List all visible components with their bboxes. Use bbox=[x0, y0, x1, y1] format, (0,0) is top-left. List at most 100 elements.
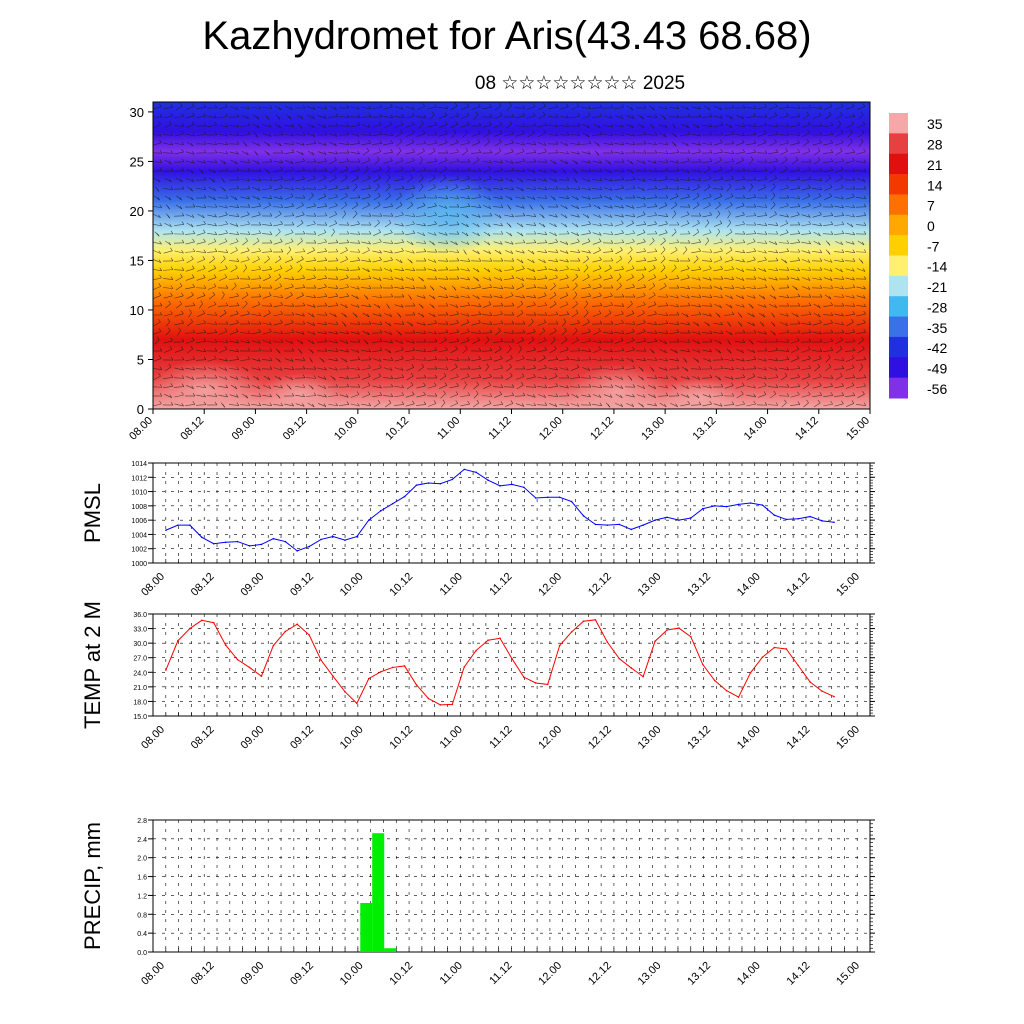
wind-barb-flag bbox=[456, 329, 460, 333]
wind-barb bbox=[153, 403, 162, 407]
wind-barb-flag bbox=[763, 130, 767, 134]
wind-barb-flag bbox=[258, 293, 262, 298]
wind-barb bbox=[207, 214, 217, 218]
wind-barb bbox=[537, 169, 547, 173]
wind-barb-flag bbox=[665, 302, 669, 306]
wind-barb-flag bbox=[641, 368, 644, 372]
wind-barb-flag bbox=[203, 384, 207, 388]
wind-barb bbox=[790, 196, 800, 200]
wind-barb-flag bbox=[676, 114, 680, 118]
wind-barb-flag bbox=[630, 106, 634, 111]
wind-barb-flag bbox=[565, 292, 569, 296]
wind-barb-flag bbox=[500, 384, 504, 388]
wind-barb bbox=[658, 385, 668, 389]
wind-barb-flag bbox=[245, 291, 249, 296]
wind-barb bbox=[845, 260, 855, 262]
wind-barb-flag bbox=[720, 139, 723, 143]
wind-barb bbox=[801, 205, 811, 209]
wind-barb bbox=[361, 134, 371, 136]
wind-barb-flag bbox=[544, 122, 548, 126]
wind-barb-flag bbox=[344, 201, 348, 206]
wind-barb bbox=[229, 215, 239, 217]
wind-barb-flag bbox=[588, 348, 592, 352]
wind-barb-flag bbox=[302, 104, 306, 109]
wind-barb bbox=[812, 385, 822, 389]
wind-barb-flag bbox=[840, 268, 843, 272]
wind-barb bbox=[174, 250, 184, 254]
wind-barb bbox=[702, 305, 712, 307]
wind-barb bbox=[383, 250, 393, 254]
wind-barb bbox=[197, 259, 205, 263]
wind-barb bbox=[262, 322, 272, 326]
wind-barb-flag bbox=[862, 391, 865, 395]
wind-barb-flag bbox=[433, 184, 436, 188]
wind-barb-flag bbox=[390, 357, 394, 361]
wind-barb bbox=[559, 367, 569, 371]
wind-barb-flag bbox=[840, 372, 843, 377]
wind-barb bbox=[395, 141, 403, 147]
wind-barb-flag bbox=[796, 337, 800, 341]
wind-barb-flag bbox=[519, 345, 522, 349]
wind-barb bbox=[284, 368, 294, 370]
wind-barb-flag bbox=[313, 392, 317, 396]
wind-barb-flag bbox=[620, 403, 624, 407]
wind-barb-flag bbox=[500, 294, 503, 299]
wind-barb bbox=[449, 196, 459, 200]
colorbar-label: -28 bbox=[927, 299, 947, 315]
wind-barb bbox=[790, 206, 800, 208]
wind-barb-flag bbox=[387, 165, 390, 169]
wind-barb-flag bbox=[379, 104, 383, 108]
wind-barb-flag bbox=[609, 265, 612, 269]
wind-barb bbox=[240, 376, 250, 380]
wind-barb-flag bbox=[555, 356, 559, 360]
wind-barb bbox=[199, 303, 203, 309]
wind-barb-flag bbox=[433, 232, 437, 236]
wind-barb-flag bbox=[753, 113, 756, 117]
wind-barb bbox=[614, 223, 624, 227]
wind-barb-flag bbox=[511, 392, 515, 396]
wind-barb bbox=[856, 385, 866, 389]
wind-barb bbox=[856, 322, 866, 326]
wind-barb-flag bbox=[247, 105, 250, 110]
wind-barb bbox=[537, 269, 547, 271]
wind-barb bbox=[504, 332, 514, 334]
wind-barb-flag bbox=[643, 131, 647, 136]
wind-barb bbox=[340, 204, 348, 210]
wind-barb-flag bbox=[167, 327, 171, 331]
wind-barb-flag bbox=[167, 215, 171, 219]
wind-barb-flag bbox=[687, 376, 690, 380]
wind-barb bbox=[713, 125, 723, 127]
wind-barb bbox=[603, 125, 613, 127]
wind-barb-flag bbox=[268, 310, 271, 314]
wind-barb bbox=[669, 278, 679, 280]
wind-barb-flag bbox=[181, 212, 185, 217]
wind-barb-flag bbox=[665, 220, 668, 225]
wind-barb bbox=[790, 376, 800, 380]
wind-barb-flag bbox=[861, 129, 865, 134]
wind-barb bbox=[592, 188, 602, 190]
wind-barb-flag bbox=[830, 149, 834, 153]
wind-barb bbox=[196, 295, 206, 299]
wind-barb bbox=[164, 195, 172, 201]
wind-barb bbox=[592, 268, 602, 272]
wind-barb-flag bbox=[566, 123, 570, 127]
wind-barb-flag bbox=[861, 241, 865, 246]
wind-barb-flag bbox=[191, 376, 195, 380]
wind-barb bbox=[636, 250, 646, 254]
wind-barb bbox=[165, 330, 171, 336]
wind-barb bbox=[823, 169, 833, 173]
wind-barb-flag bbox=[168, 196, 172, 201]
wind-barb bbox=[592, 259, 602, 263]
wind-barb-flag bbox=[621, 185, 624, 189]
wind-barb-flag bbox=[401, 114, 405, 118]
wind-barb bbox=[680, 322, 690, 326]
wind-barb bbox=[715, 213, 721, 219]
wind-barb bbox=[196, 206, 206, 208]
wind-barb-flag bbox=[500, 401, 504, 405]
wind-barb-flag bbox=[786, 202, 789, 207]
wind-barb bbox=[846, 321, 854, 327]
wind-barb-flag bbox=[433, 400, 437, 404]
wind-barb-flag bbox=[544, 169, 547, 173]
wind-barb bbox=[581, 187, 591, 191]
wind-barb-flag bbox=[797, 195, 801, 199]
